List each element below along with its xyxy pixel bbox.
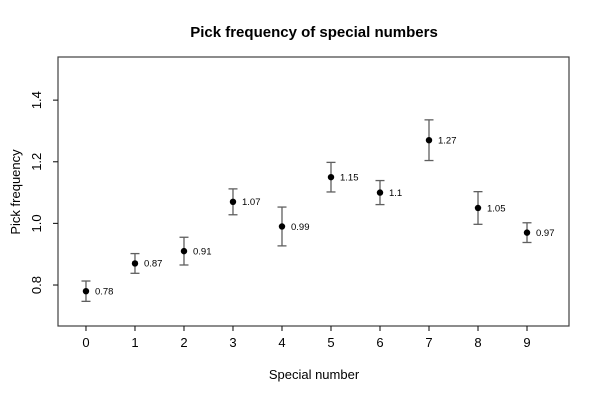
x-tick-label: 3 (229, 335, 236, 350)
x-tick-label: 1 (131, 335, 138, 350)
data-point-group: 0.99 (277, 206, 310, 247)
x-tick-label: 6 (376, 335, 383, 350)
chart-title: Pick frequency of special numbers (190, 24, 438, 41)
data-point-group: 0.78 (81, 280, 114, 302)
x-tick-label: 8 (474, 335, 481, 350)
x-axis-label: Special number (269, 367, 360, 382)
data-point-group: 1.07 (228, 188, 261, 216)
data-point (278, 223, 286, 230)
y-tick-label: 0.8 (29, 276, 44, 294)
point-value-label: 0.99 (291, 222, 310, 233)
point-value-label: 1.27 (438, 135, 457, 146)
x-tick-label: 5 (327, 335, 334, 350)
data-point-group: 1.1 (375, 179, 402, 206)
data-point (180, 247, 188, 255)
x-tick-label: 4 (278, 335, 285, 350)
data-point (425, 136, 433, 144)
data-point (229, 198, 237, 206)
x-tick-label: 7 (425, 335, 432, 350)
y-axis-label: Pick frequency (8, 149, 23, 235)
data-point (327, 173, 335, 181)
point-value-label: 1.07 (242, 197, 261, 208)
x-tick-label: 0 (82, 335, 89, 350)
point-value-label: 1.15 (340, 172, 359, 183)
plot-box (57, 56, 570, 327)
data-point (474, 204, 482, 212)
point-value-label: 1.1 (389, 188, 402, 199)
data-point-group: 1.15 (326, 161, 359, 193)
data-point (523, 229, 531, 236)
point-value-label: 0.91 (193, 246, 212, 257)
x-tick-label: 9 (523, 335, 530, 350)
data-point-group: 1.27 (424, 119, 457, 162)
data-point (82, 287, 90, 295)
y-tick-label: 1.0 (29, 214, 44, 232)
data-point-group: 0.97 (522, 222, 555, 244)
data-point-group: 1.05 (473, 191, 506, 225)
x-tick-label: 2 (180, 335, 187, 350)
data-point-group: 0.87 (130, 252, 163, 274)
y-tick-label: 1.2 (29, 153, 44, 171)
data-point-group: 0.91 (179, 236, 212, 266)
y-tick-label: 1.4 (29, 91, 44, 109)
data-point (131, 260, 139, 267)
point-value-label: 0.87 (144, 259, 163, 270)
point-value-label: 0.78 (95, 286, 114, 297)
data-point (376, 189, 384, 196)
point-value-label: 0.97 (536, 228, 555, 239)
point-value-label: 1.05 (487, 203, 506, 214)
